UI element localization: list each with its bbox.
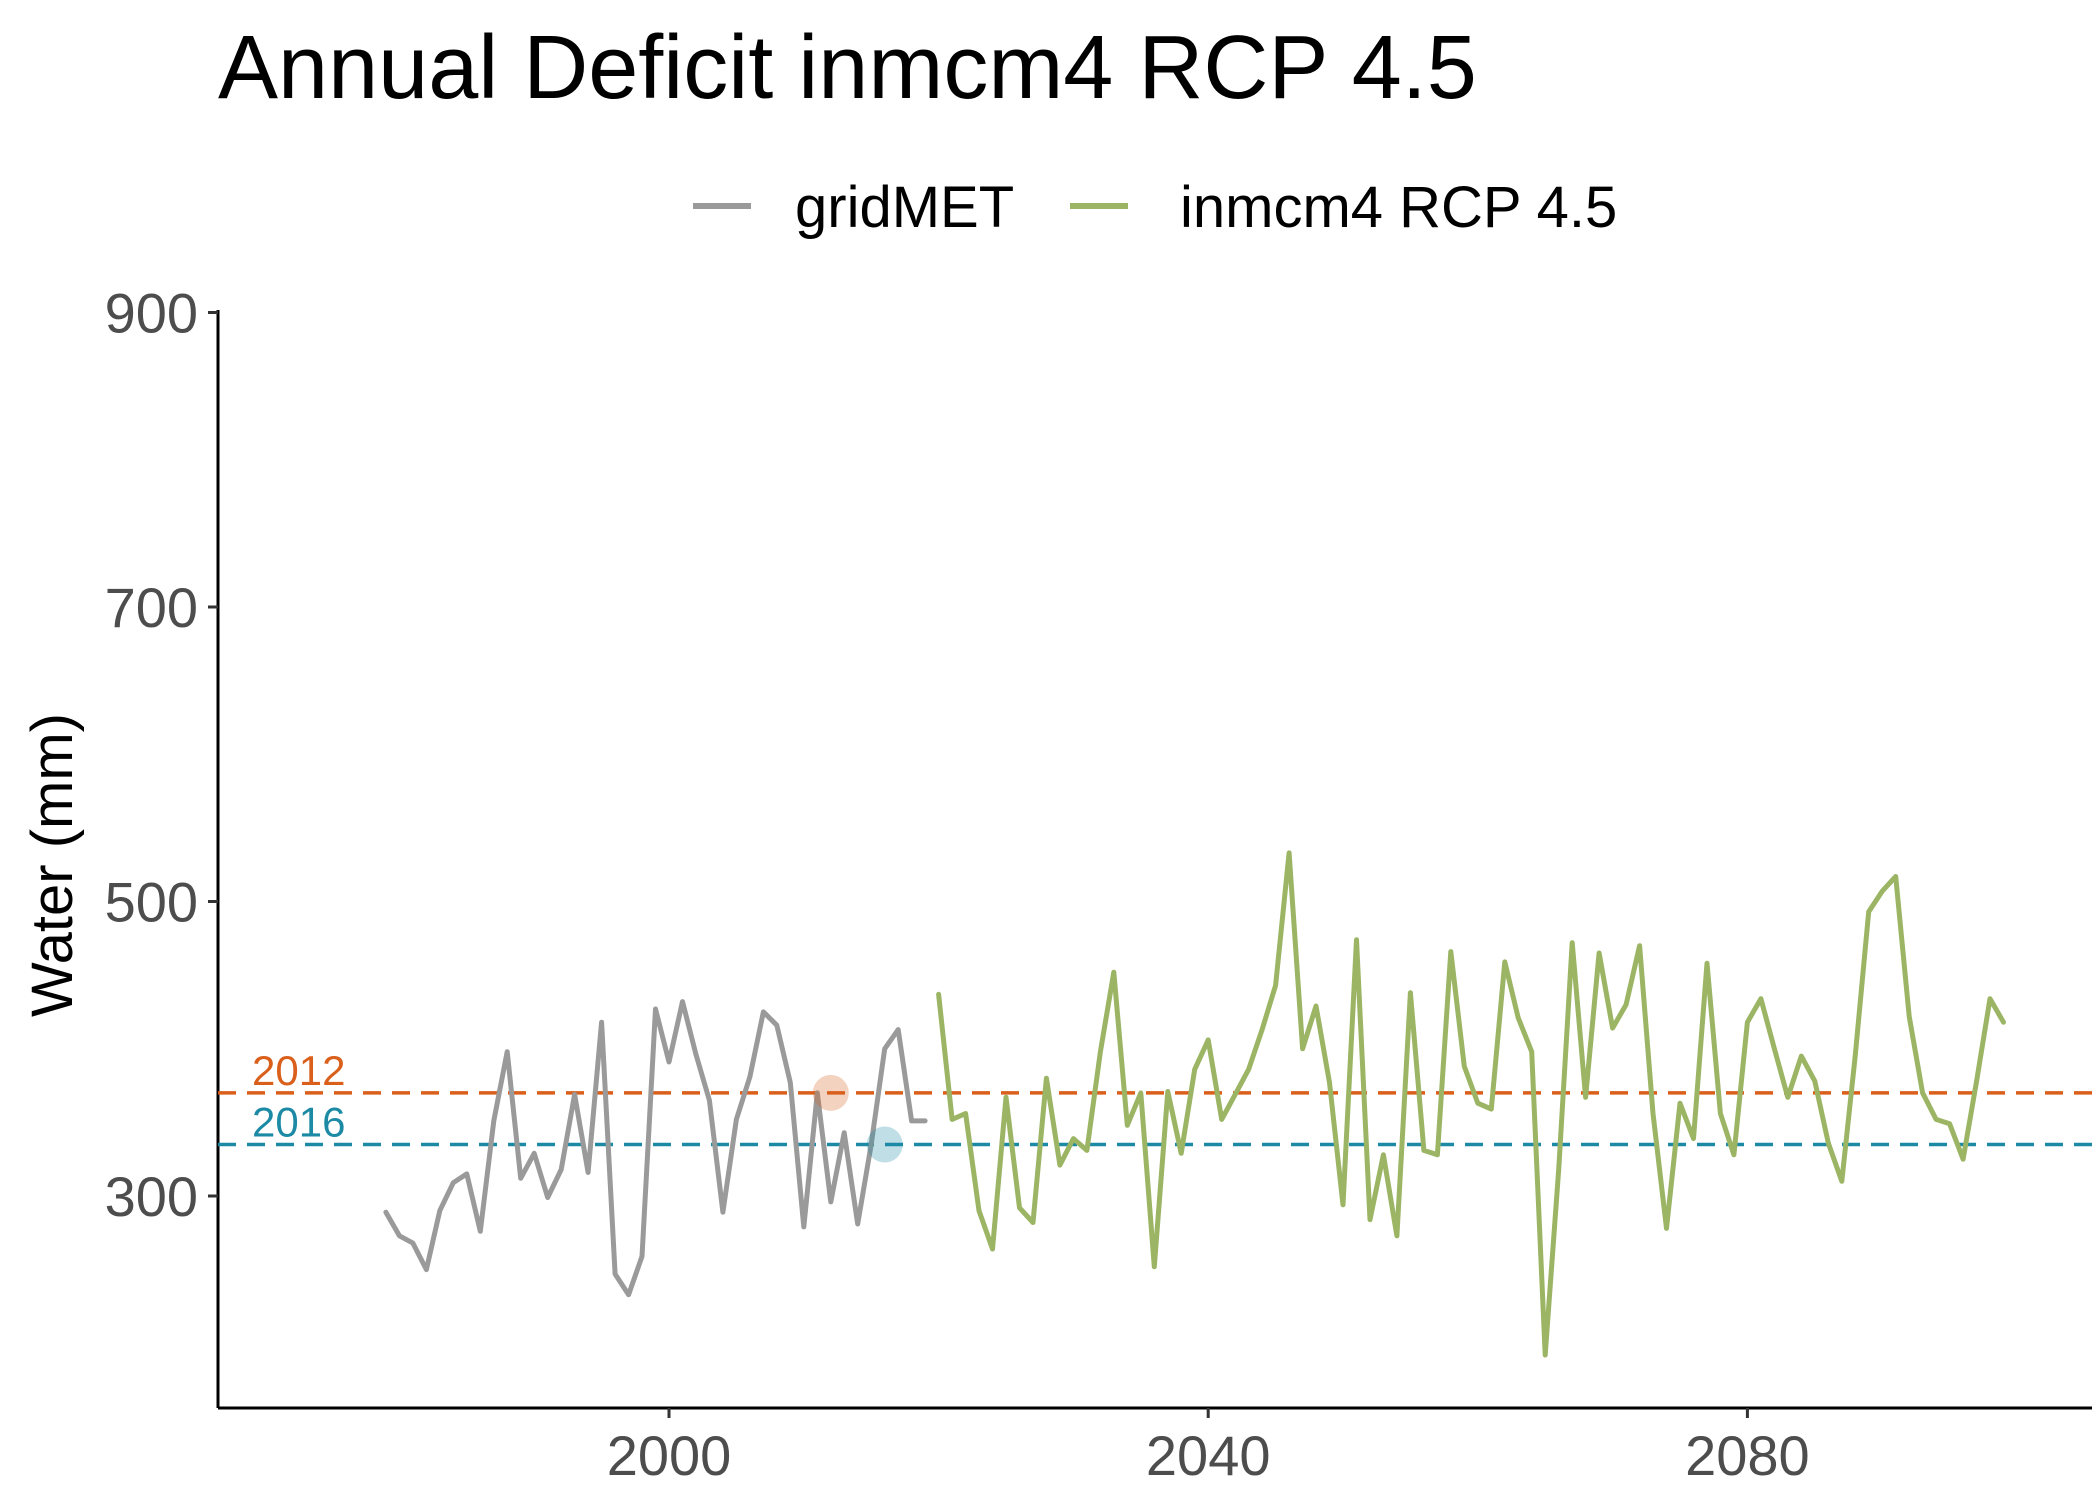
y-axis-title: Water (mm) — [20, 713, 85, 1017]
axes: 300 500 700 900 2000 2040 2080 — [105, 282, 2092, 1487]
legend: gridMET inmcm4 RCP 4.5 — [693, 175, 1617, 240]
chart-title: Annual Deficit inmcm4 RCP 4.5 — [218, 18, 1477, 118]
legend-label-inmcm4: inmcm4 RCP 4.5 — [1180, 175, 1617, 240]
x-tick-label-2000: 2000 — [607, 1424, 732, 1487]
ref-label-2012: 2012 — [252, 1047, 345, 1094]
series-line-1 — [936, 850, 2006, 1358]
series-line-0 — [383, 999, 928, 1298]
y-tick-label-900: 900 — [105, 282, 198, 345]
y-tick-label-700: 700 — [105, 576, 198, 639]
legend-label-gridmet: gridMET — [795, 175, 1014, 240]
ref-label-2016: 2016 — [252, 1098, 345, 1145]
x-tick-label-2080: 2080 — [1685, 1424, 1810, 1487]
series-layer — [383, 850, 2006, 1358]
y-tick-label-500: 500 — [105, 871, 198, 934]
x-tick-label-2040: 2040 — [1146, 1424, 1271, 1487]
highlight-points — [812, 1074, 903, 1163]
highlight-point-2012 — [812, 1074, 849, 1111]
y-tick-label-300: 300 — [105, 1165, 198, 1228]
highlight-point-2016 — [866, 1126, 903, 1163]
